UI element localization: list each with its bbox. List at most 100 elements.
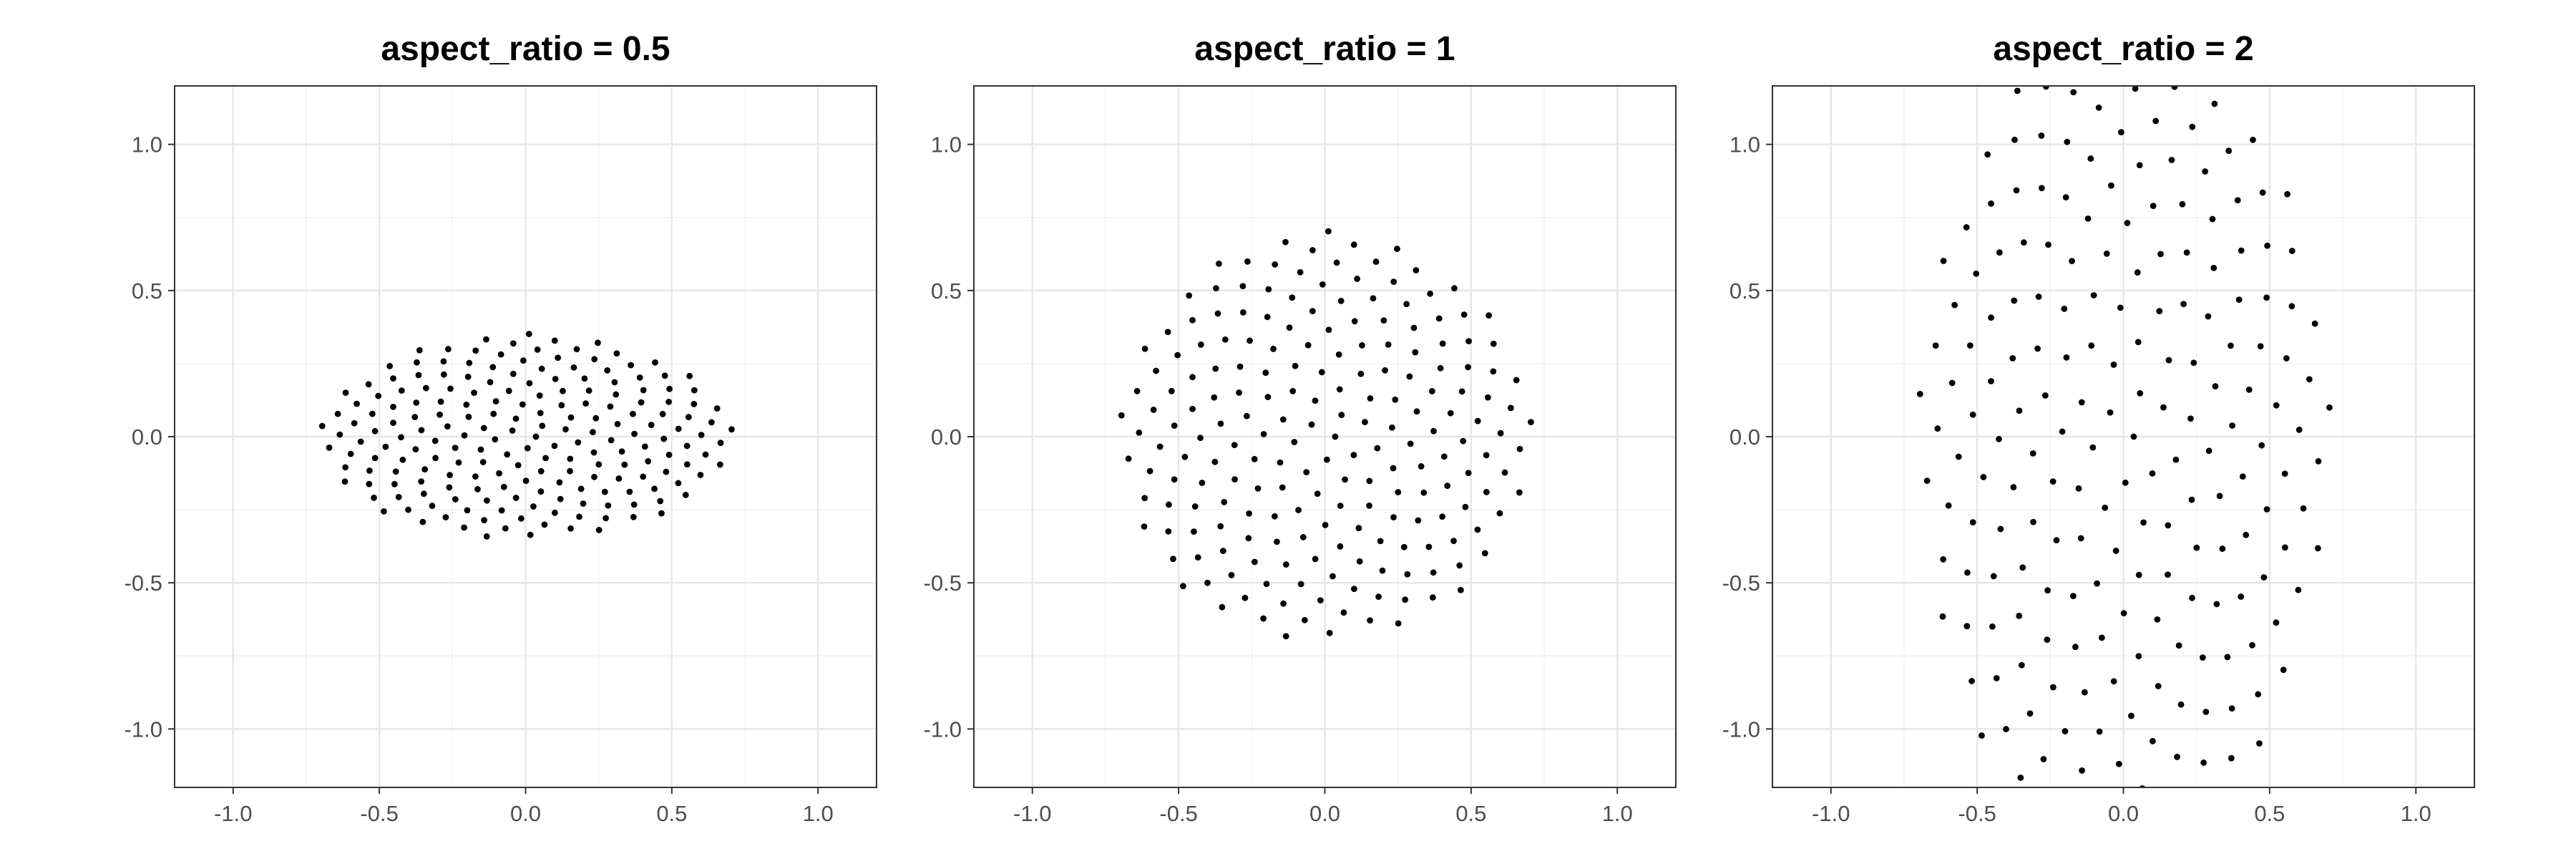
data-point xyxy=(2100,800,2107,807)
data-point xyxy=(405,506,411,513)
data-point xyxy=(1153,367,1160,374)
data-point xyxy=(444,423,451,430)
data-point xyxy=(613,391,620,398)
data-point xyxy=(1395,489,1402,495)
data-point xyxy=(1309,308,1316,315)
data-point xyxy=(1968,678,1975,684)
data-point xyxy=(555,354,562,361)
data-point xyxy=(1239,283,1246,290)
data-point xyxy=(2140,519,2147,526)
data-point xyxy=(537,488,545,495)
data-point xyxy=(1362,419,1368,425)
data-point xyxy=(517,515,525,522)
data-point xyxy=(1993,674,2000,681)
data-point xyxy=(1370,295,1377,302)
data-point xyxy=(1260,431,1267,437)
data-point xyxy=(1236,363,1244,370)
data-point xyxy=(512,415,519,422)
data-point xyxy=(2150,203,2157,210)
data-point xyxy=(1355,525,1362,532)
data-point xyxy=(2042,86,2049,90)
data-point xyxy=(472,347,479,354)
data-point xyxy=(2165,801,2172,807)
data-point xyxy=(1174,351,1181,359)
data-point xyxy=(2172,456,2180,463)
data-point xyxy=(1481,550,1488,557)
data-point xyxy=(444,346,452,353)
points-layer xyxy=(318,331,735,540)
data-point xyxy=(2165,522,2172,529)
data-point xyxy=(1939,613,1946,620)
data-point xyxy=(1236,389,1242,396)
y-tick-label: 0.0 xyxy=(132,424,162,450)
data-point xyxy=(365,381,372,388)
data-point xyxy=(1451,285,1458,292)
data-point xyxy=(2179,200,2186,208)
data-point xyxy=(382,443,389,450)
data-point xyxy=(1439,513,1446,520)
data-point xyxy=(1945,502,1952,509)
data-point xyxy=(2017,774,2024,781)
data-point xyxy=(2077,535,2084,542)
data-point xyxy=(686,372,693,379)
data-point xyxy=(2326,404,2333,411)
data-point xyxy=(1528,419,1534,426)
data-point xyxy=(1189,374,1196,381)
data-point xyxy=(595,527,602,533)
data-point xyxy=(613,350,620,357)
data-point xyxy=(2296,427,2303,433)
data-point xyxy=(505,387,512,394)
data-point xyxy=(1171,422,1178,430)
data-point xyxy=(2040,756,2047,762)
points-layer xyxy=(1118,228,1534,640)
data-point xyxy=(2315,458,2322,465)
data-point xyxy=(1303,469,1310,476)
data-point xyxy=(542,455,549,462)
data-point xyxy=(496,470,502,477)
data-point xyxy=(2205,447,2212,455)
data-point xyxy=(1951,301,1958,309)
data-point xyxy=(2102,504,2109,511)
data-point xyxy=(1415,517,1422,524)
y-tick-label: 0.5 xyxy=(1729,278,1760,304)
data-point xyxy=(1211,458,1219,465)
data-point xyxy=(1435,315,1443,322)
data-point xyxy=(1392,397,1399,403)
data-point xyxy=(665,399,673,405)
panel-3: -1.0 -0.5 0.0 0.5 1.0 1.0 0.5 0.0 -0.5 -1.0 aspect… xyxy=(1722,30,2475,826)
data-point xyxy=(471,389,477,397)
data-point xyxy=(1213,285,1219,292)
data-point xyxy=(1219,548,1226,555)
data-point xyxy=(464,507,471,514)
data-point xyxy=(1251,558,1258,566)
data-point xyxy=(420,490,427,498)
data-point xyxy=(592,414,600,422)
data-point xyxy=(1444,482,1451,490)
data-point xyxy=(1350,241,1357,248)
data-point xyxy=(1484,394,1491,401)
data-point xyxy=(1324,228,1332,235)
data-point xyxy=(2228,342,2234,349)
data-point xyxy=(2070,89,2077,96)
data-point xyxy=(2059,428,2066,435)
data-point xyxy=(398,387,405,394)
data-point xyxy=(2284,190,2291,198)
data-point xyxy=(567,525,574,532)
y-tick-label: 1.0 xyxy=(1729,132,1760,157)
data-point xyxy=(2180,301,2187,308)
data-point xyxy=(2165,571,2171,578)
data-point xyxy=(1389,424,1395,431)
data-point xyxy=(413,399,420,406)
data-point xyxy=(318,422,326,430)
data-point xyxy=(381,508,387,515)
data-point xyxy=(1342,476,1348,483)
data-point xyxy=(1260,615,1267,622)
data-point xyxy=(1465,364,1472,371)
data-point xyxy=(1189,405,1196,412)
y-tick-label: 0.5 xyxy=(132,278,162,304)
data-point xyxy=(2139,785,2146,787)
data-point xyxy=(1335,351,1342,358)
data-point xyxy=(2095,105,2102,111)
data-point xyxy=(1437,364,1444,372)
data-point xyxy=(1297,268,1304,276)
